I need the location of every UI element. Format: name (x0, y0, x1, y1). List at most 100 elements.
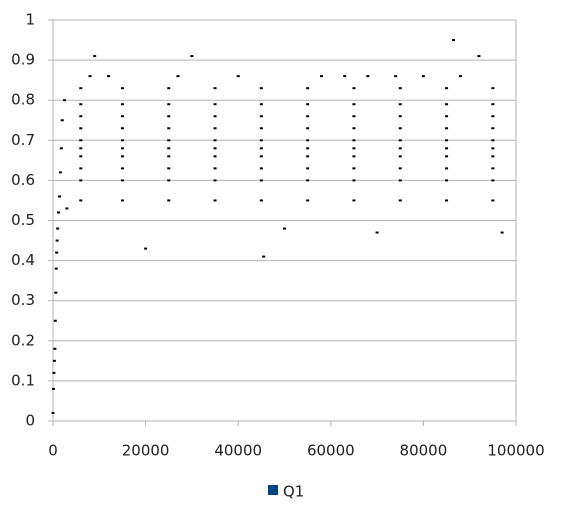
point (190, 55, 194, 58)
point (306, 103, 310, 106)
point (120, 155, 124, 158)
point (398, 167, 402, 170)
y-tick-label: 0.9 (11, 51, 35, 69)
point (213, 103, 217, 106)
point (79, 115, 83, 118)
point (491, 139, 495, 142)
point (213, 199, 217, 202)
point (306, 179, 310, 182)
point (259, 167, 263, 170)
point (51, 387, 55, 390)
point (213, 147, 217, 150)
y-tick-label: 0.8 (11, 91, 35, 109)
point (54, 291, 58, 294)
y-tick-label: 0.4 (11, 251, 35, 269)
point (53, 347, 57, 350)
point (491, 87, 495, 90)
y-tick-label: 1 (25, 11, 35, 29)
point (445, 155, 449, 158)
point (491, 147, 495, 150)
point (53, 319, 57, 322)
point (57, 211, 61, 214)
legend-label: Q1 (283, 483, 304, 501)
point (352, 147, 356, 150)
point (262, 255, 266, 258)
point (366, 75, 370, 78)
point (491, 199, 495, 202)
point (167, 155, 171, 158)
point (398, 179, 402, 182)
y-tick-label: 0.7 (11, 131, 35, 149)
point (213, 179, 217, 182)
point (79, 179, 83, 182)
point (491, 115, 495, 118)
y-tick-label: 0.5 (11, 211, 35, 229)
x-tick-label: 80000 (400, 442, 448, 460)
point (79, 147, 83, 150)
point (445, 87, 449, 90)
point (213, 115, 217, 118)
point (79, 103, 83, 106)
point (352, 199, 356, 202)
point (79, 127, 83, 130)
point (167, 139, 171, 142)
point (79, 167, 83, 170)
point (259, 155, 263, 158)
point (259, 103, 263, 106)
point (445, 147, 449, 150)
point (54, 267, 58, 270)
y-tick-label: 0.6 (11, 171, 35, 189)
point (167, 127, 171, 130)
point (283, 227, 286, 230)
point (375, 231, 379, 234)
point (451, 39, 455, 42)
point (55, 239, 59, 242)
y-tick-label: 0.1 (11, 371, 35, 389)
point (60, 119, 64, 122)
point (65, 207, 69, 210)
point (352, 155, 356, 158)
point (55, 251, 59, 254)
point (445, 139, 449, 142)
point (120, 87, 124, 90)
point (52, 371, 56, 374)
point (398, 139, 402, 142)
x-tick-label: 60000 (307, 442, 355, 460)
point (398, 103, 402, 106)
x-tick-label: 20000 (122, 442, 170, 460)
point (107, 75, 111, 78)
point (120, 199, 124, 202)
point (167, 103, 171, 106)
point (79, 155, 83, 158)
point (58, 171, 62, 174)
point (398, 115, 402, 118)
point (144, 247, 148, 250)
point (421, 75, 425, 78)
y-tick-label: 0.2 (11, 331, 35, 349)
point (445, 199, 449, 202)
point (398, 127, 402, 130)
point (458, 75, 462, 78)
point (167, 167, 171, 170)
point (51, 411, 55, 414)
point (445, 127, 449, 130)
point (79, 87, 83, 90)
point (352, 139, 356, 142)
point (259, 127, 263, 130)
point (306, 199, 310, 202)
point (120, 179, 124, 182)
point (320, 75, 324, 78)
point (120, 167, 124, 170)
point (445, 179, 449, 182)
point (398, 199, 402, 202)
point (57, 195, 61, 198)
point (477, 55, 481, 58)
point (176, 75, 180, 78)
legend-swatch (268, 485, 278, 495)
point (306, 155, 310, 158)
point (213, 155, 217, 158)
point (491, 167, 495, 170)
point (306, 167, 310, 170)
point (491, 179, 495, 182)
point (398, 87, 402, 90)
